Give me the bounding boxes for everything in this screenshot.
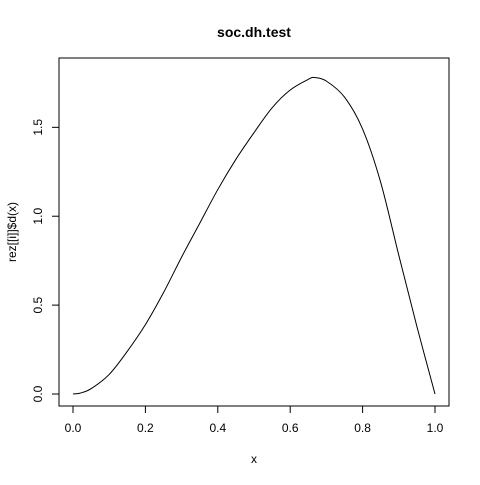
y-tick-label: 0.5 bbox=[31, 296, 45, 313]
x-tick-label: 0.6 bbox=[282, 421, 299, 435]
series-layer bbox=[72, 76, 436, 395]
series-line bbox=[72, 76, 436, 395]
x-tick-label: 0.4 bbox=[209, 421, 226, 435]
y-tick-label: 0.0 bbox=[31, 385, 45, 402]
x-axis-label: x bbox=[251, 452, 257, 466]
y-tick-label: 1.0 bbox=[31, 208, 45, 225]
x-tick-label: 0.2 bbox=[137, 421, 154, 435]
y-axis-ticks: 0.0 0.5 1.0 1.5 bbox=[31, 119, 59, 402]
chart-title: soc.dh.test bbox=[217, 24, 291, 40]
x-axis-ticks: 0.0 0.2 0.4 0.6 0.8 1.0 bbox=[65, 406, 444, 435]
x-tick-label: 0.8 bbox=[354, 421, 371, 435]
y-tick-label: 1.5 bbox=[31, 119, 45, 136]
x-tick-label: 0.0 bbox=[65, 421, 82, 435]
plot-box bbox=[58, 57, 450, 407]
y-axis-label: rez[[i]]$d(x) bbox=[5, 202, 19, 262]
x-tick-label: 1.0 bbox=[427, 421, 444, 435]
